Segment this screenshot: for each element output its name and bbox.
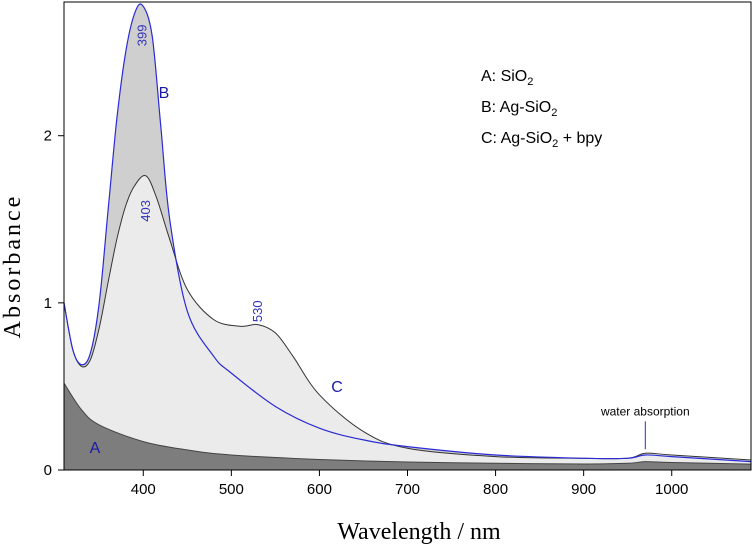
- legend-entry: B: Ag-SiO2: [481, 99, 557, 119]
- y-tick-label: 0: [44, 462, 52, 479]
- x-axis-title: Wavelength / nm: [337, 519, 501, 545]
- legend: A: SiO2 B: Ag-SiO2 C: Ag-SiO2 + bpy: [481, 68, 602, 150]
- series-b-label: B: [159, 85, 170, 102]
- series-a-line: [63, 382, 752, 465]
- x-tick-label: 1000: [655, 481, 688, 498]
- series-c-fill: [64, 175, 751, 471]
- water-absorption-label: water absorption: [600, 404, 690, 418]
- legend-entry: A: SiO2: [481, 68, 533, 88]
- peak-label: 399: [134, 25, 149, 47]
- axis-ticks: 400 500 600 700 800 900 1000 0 1 2: [44, 128, 689, 498]
- x-tick-label: 800: [483, 481, 508, 498]
- series-a-label: A: [90, 440, 101, 457]
- series-fills: [64, 3, 751, 471]
- legend-entry: C: Ag-SiO2 + bpy: [481, 130, 602, 150]
- x-tick-label: 400: [131, 481, 156, 498]
- series-b-line: [63, 3, 752, 463]
- y-axis-title: Absorbance: [0, 194, 26, 339]
- peak-label: 530: [250, 300, 265, 322]
- y-tick-label: 1: [44, 295, 52, 312]
- series-a-fill: [64, 383, 751, 470]
- series-c-label: C: [331, 379, 343, 396]
- peak-label: 403: [138, 200, 153, 222]
- y-tick-label: 2: [44, 128, 52, 145]
- x-tick-label: 700: [395, 481, 420, 498]
- x-tick-label: 900: [571, 481, 596, 498]
- x-tick-label: 600: [307, 481, 332, 498]
- series-lines: [63, 3, 752, 465]
- x-tick-label: 500: [219, 481, 244, 498]
